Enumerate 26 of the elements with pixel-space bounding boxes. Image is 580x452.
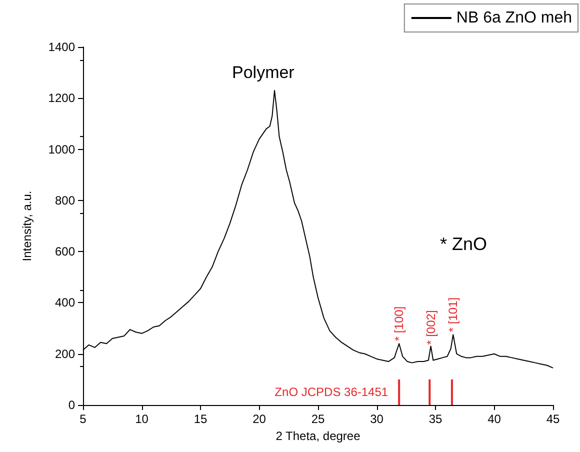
y-axis-title: Intensity, a.u.	[20, 190, 34, 262]
x-tick-label: 10	[135, 412, 149, 426]
y-tick-label: 800	[54, 193, 76, 208]
x-tick-label: 25	[311, 412, 325, 426]
x-tick-label: 20	[252, 412, 266, 426]
y-tick-label: 1000	[48, 142, 76, 156]
x-axis-title: 2 Theta, degree	[276, 428, 361, 443]
x-tick-label: 45	[546, 412, 560, 426]
annotation: * [101]	[446, 297, 460, 332]
annotation: * [100]	[392, 306, 406, 342]
annotation: * [002]	[424, 310, 438, 345]
y-tick-label: 200	[54, 346, 76, 361]
y-tick-label: 0	[68, 398, 76, 412]
legend-label: NB 6a ZnO meh	[456, 10, 572, 26]
y-tick-label: 1400	[48, 40, 76, 54]
y-tick-label: 600	[54, 244, 76, 259]
annotation: Polymer	[232, 63, 295, 82]
annotation: * ZnO	[440, 234, 488, 254]
x-tick-label: 35	[428, 412, 442, 426]
x-tick-label: 15	[194, 412, 208, 426]
x-tick-label: 5	[80, 412, 87, 426]
y-tick-label: 400	[54, 296, 76, 310]
y-tick-label: 1200	[48, 91, 76, 106]
x-tick-label: 30	[370, 412, 384, 426]
x-tick-label: 40	[488, 412, 502, 426]
series-label: ZnO JCPDS 36-1451	[274, 385, 388, 400]
